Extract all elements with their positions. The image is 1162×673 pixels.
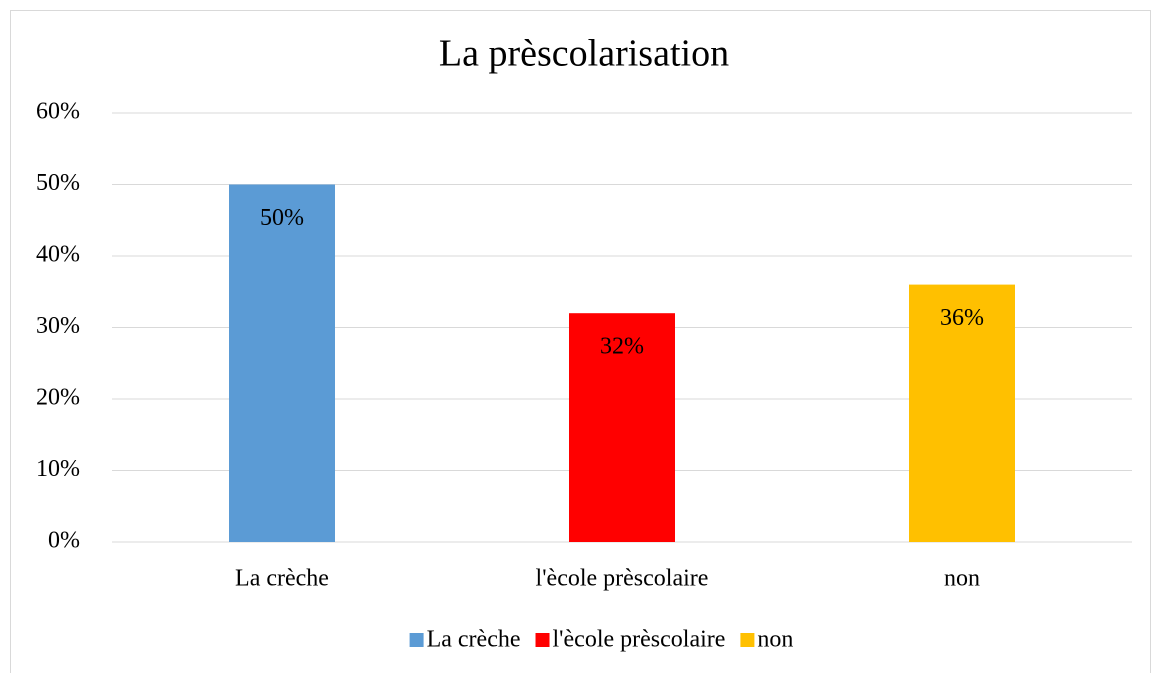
legend-swatch (409, 633, 424, 647)
y-tick-label: 40% (36, 242, 80, 268)
legend-label: non (757, 627, 793, 653)
data-label: 32% (600, 334, 644, 360)
y-tick-label: 30% (36, 313, 80, 339)
x-tick-label: l'ècole prèscolaire (536, 566, 709, 592)
data-label: 36% (940, 305, 984, 331)
legend-label: La crèche (427, 627, 521, 653)
chart-title: La prèscolarisation (439, 33, 729, 75)
bar (909, 284, 1015, 542)
y-tick-label: 10% (36, 456, 80, 482)
data-label: 50% (260, 205, 304, 231)
x-tick-label: non (944, 566, 980, 592)
bar (229, 184, 335, 542)
y-tick-label: 0% (48, 528, 80, 554)
y-tick-label: 20% (36, 385, 80, 411)
y-tick-label: 60% (36, 99, 80, 125)
y-tick-label: 50% (36, 170, 80, 196)
x-tick-label: La crèche (235, 566, 329, 592)
legend-swatch (740, 633, 755, 647)
legend-swatch (535, 633, 550, 647)
legend-label: l'ècole prèscolaire (553, 627, 726, 653)
bar (569, 313, 675, 542)
